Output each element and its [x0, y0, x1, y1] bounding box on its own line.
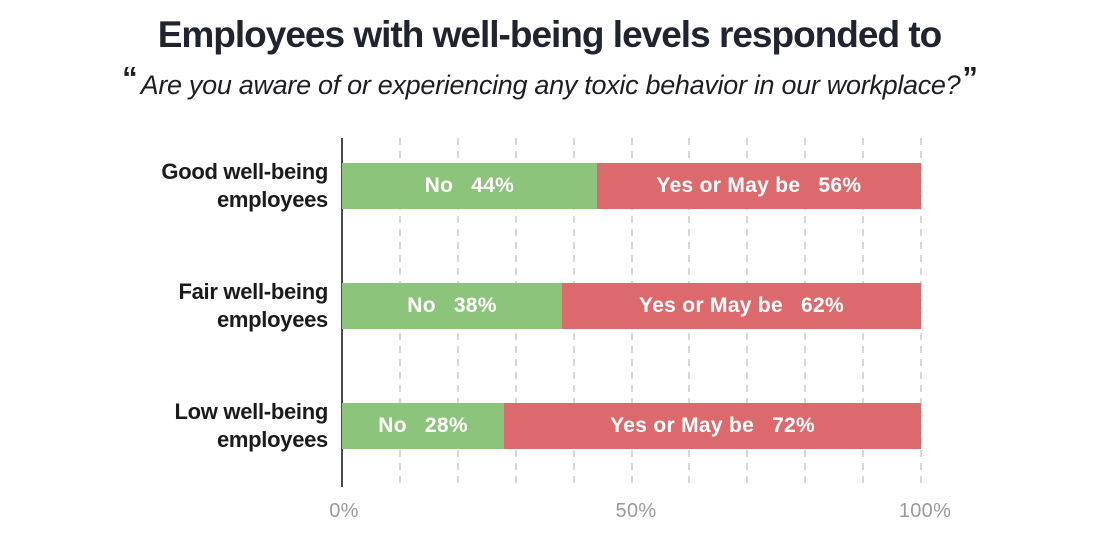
category-label-good: Good well-being employees	[161, 158, 328, 212]
plot-area: No 44% Yes or May be 56% No 38% Yes or M…	[341, 138, 922, 487]
bar-row-low: No 28% Yes or May be 72%	[342, 403, 921, 449]
segment-value: 44%	[471, 174, 515, 197]
gridline-100pct	[920, 138, 922, 487]
open-quote-mark: “	[122, 60, 137, 95]
segment-series-label: Yes or May be	[656, 174, 801, 197]
segment-series-label: Yes or May be	[610, 414, 755, 437]
chart-subtitle: “Are you aware of or experiencing any to…	[0, 60, 1099, 102]
bar-segment-no: No 38%	[342, 283, 563, 329]
bar-segment-yes: Yes or May be 56%	[596, 163, 921, 209]
segment-series-label: No	[407, 294, 436, 317]
segment-value: 56%	[818, 174, 862, 197]
category-label-low: Low well-being employees	[174, 398, 329, 452]
bar-row-fair: No 38% Yes or May be 62%	[342, 283, 921, 329]
bar-segment-yes: Yes or May be 62%	[562, 283, 921, 329]
subtitle-text: Are you aware of or experiencing any tox…	[140, 70, 961, 100]
segment-series-label: No	[424, 174, 454, 197]
x-tick-100: 100%	[898, 500, 952, 522]
x-tick-50: 50%	[615, 500, 657, 522]
segment-value: 28%	[424, 414, 468, 437]
bar-segment-no: No 44%	[342, 163, 597, 209]
segment-series-label: No	[378, 414, 407, 437]
segment-value: 38%	[453, 294, 497, 317]
bar-row-good: No 44% Yes or May be 56%	[342, 163, 921, 209]
segment-series-label: Yes or May be	[639, 294, 784, 317]
category-label-fair: Fair well-being employees	[178, 278, 328, 332]
x-tick-0: 0%	[329, 500, 359, 522]
segment-value: 72%	[772, 414, 815, 437]
close-quote-mark: ”	[962, 60, 977, 95]
chart-title: Employees with well-being levels respond…	[157, 14, 943, 55]
bar-segment-yes: Yes or May be 72%	[504, 403, 921, 449]
bar-segment-no: No 28%	[342, 403, 505, 449]
segment-value: 62%	[801, 294, 844, 317]
